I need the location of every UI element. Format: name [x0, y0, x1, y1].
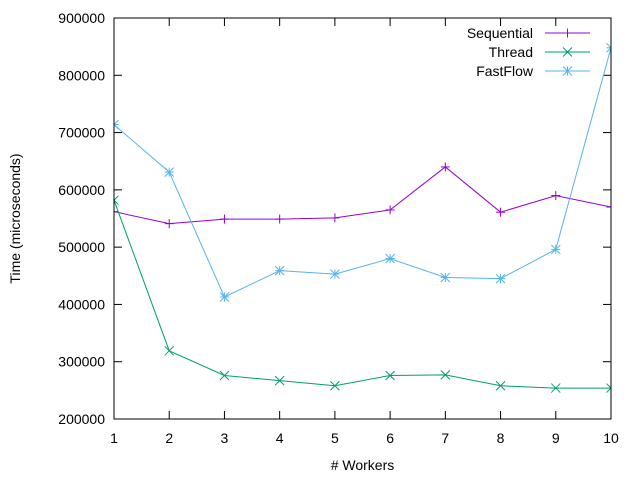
data-point — [551, 191, 561, 201]
legend-marker — [562, 47, 573, 57]
data-point — [114, 195, 119, 206]
legend-item-sequential: Sequential — [467, 25, 590, 41]
data-point — [274, 375, 285, 386]
data-point — [330, 269, 340, 279]
data-point — [114, 207, 119, 217]
x-tick-label: 10 — [603, 430, 619, 446]
y-tick-label: 600000 — [58, 182, 105, 198]
data-point — [164, 219, 174, 229]
data-point — [550, 383, 561, 393]
data-point — [274, 265, 285, 276]
series-line-thread — [114, 199, 611, 389]
data-point — [330, 213, 340, 223]
data-point — [164, 345, 175, 356]
series-layer — [114, 42, 611, 393]
legend: Sequential Thread FastFlow — [467, 25, 590, 79]
y-tick-label: 500000 — [58, 239, 105, 255]
data-point — [219, 292, 230, 302]
data-point — [440, 162, 450, 172]
x-tick-label: 4 — [276, 430, 284, 446]
data-point — [219, 370, 230, 381]
data-point — [114, 119, 119, 130]
series-line-fastflow — [114, 47, 611, 298]
plot-frame — [113, 17, 612, 420]
legend-marker — [563, 28, 572, 38]
data-point — [550, 244, 561, 255]
legend-label: FastFlow — [476, 63, 534, 79]
data-point — [385, 370, 395, 381]
legend-item-fastflow: FastFlow — [476, 63, 590, 79]
data-point — [385, 205, 395, 215]
x-tick-label: 6 — [386, 430, 394, 446]
data-point — [164, 167, 175, 177]
data-point — [606, 383, 611, 393]
data-point — [495, 273, 506, 284]
y-tick-label: 900000 — [58, 10, 105, 26]
series-sequential — [114, 162, 611, 229]
data-point — [495, 380, 506, 391]
x-tick-label: 2 — [165, 430, 173, 446]
data-point — [440, 370, 451, 380]
data-point — [275, 214, 285, 224]
y-axis-label: Time (microseconds) — [7, 153, 23, 283]
series-thread — [114, 195, 611, 393]
y-tick-label: 200000 — [58, 411, 105, 427]
data-point — [606, 202, 611, 212]
y-tick-label: 400000 — [58, 296, 105, 312]
data-point — [440, 272, 451, 283]
legend-label: Sequential — [467, 25, 533, 41]
legend-marker — [562, 66, 573, 76]
legend-item-thread: Thread — [489, 44, 590, 60]
y-axis-ticks: 200000 300000 400000 500000 600000 700000 8000… — [58, 10, 611, 427]
data-point — [330, 380, 340, 391]
x-tick-label: 1 — [110, 430, 118, 446]
y-tick-label: 300000 — [58, 354, 105, 370]
y-tick-label: 700000 — [58, 125, 105, 141]
x-tick-label: 3 — [221, 430, 229, 446]
series-fastflow — [114, 42, 611, 302]
x-axis-label: # Workers — [331, 457, 395, 473]
data-point — [606, 42, 611, 53]
legend-label: Thread — [489, 44, 533, 60]
x-tick-label: 9 — [552, 430, 560, 446]
data-point — [496, 207, 506, 217]
x-tick-label: 8 — [497, 430, 505, 446]
data-point — [219, 214, 229, 224]
x-tick-label: 7 — [441, 430, 449, 446]
data-point — [385, 253, 395, 264]
y-tick-label: 800000 — [58, 67, 105, 83]
x-tick-label: 5 — [331, 430, 339, 446]
x-axis-ticks: 1 2 3 4 5 6 7 8 9 10 — [110, 18, 619, 446]
series-line-sequential — [114, 166, 611, 225]
